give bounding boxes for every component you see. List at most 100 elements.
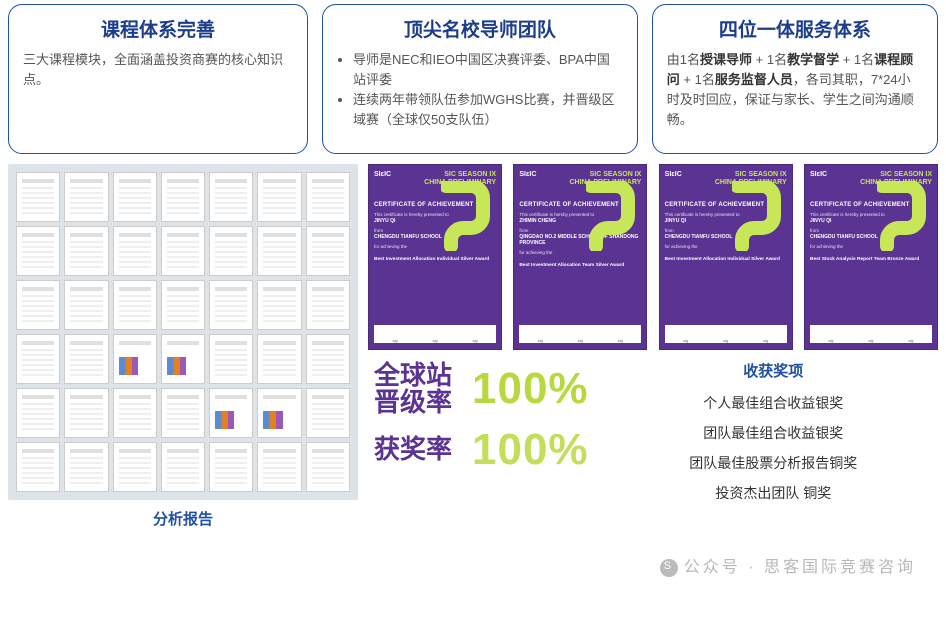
card-bullets: 导师是NEC和IEO中国区决赛评委、BPA中国站评委 连续两年带领队伍参加WGH… <box>337 50 623 131</box>
report-thumbnail <box>64 172 108 222</box>
cert-award: Best Investment Allocation Individual Si… <box>665 257 787 263</box>
reports-grid-wrap <box>8 164 358 500</box>
report-thumbnail <box>113 388 157 438</box>
cert-preface: This certificate is hereby presented to <box>665 212 787 217</box>
report-thumbnail <box>257 280 301 330</box>
cert-award: Best Investment Allocation Team Silver A… <box>519 263 641 269</box>
stat-advance-rate: 全球站 晋级率 100% <box>374 362 589 417</box>
awards-title: 收获奖项 <box>609 360 938 381</box>
award-item: 个人最佳组合收益银奖 <box>609 393 938 413</box>
cert-signatures: sigsigsig <box>666 338 786 345</box>
report-thumbnail <box>16 280 60 330</box>
report-thumbnail <box>64 334 108 384</box>
card-title: 顶尖名校导师团队 <box>337 15 623 42</box>
feature-cards-row: 课程体系完善 三大课程模块，全面涵盖投资商赛的核心知识点。 顶尖名校导师团队 导… <box>0 0 946 154</box>
report-thumbnail <box>257 226 301 276</box>
award-item: 团队最佳组合收益银奖 <box>609 423 938 443</box>
report-thumbnail <box>16 226 60 276</box>
reports-grid <box>16 172 350 492</box>
report-thumbnail <box>306 172 350 222</box>
card-curriculum: 课程体系完善 三大课程模块，全面涵盖投资商赛的核心知识点。 <box>8 4 308 154</box>
report-thumbnail <box>257 442 301 492</box>
report-thumbnail <box>306 442 350 492</box>
stat-value: 100% <box>472 425 589 475</box>
stats-left: 全球站 晋级率 100% 获奖率 100% <box>374 362 589 475</box>
certificate: SIɛICSIC SEASON IXCHINA PRELIMINARYCERTI… <box>368 164 502 350</box>
report-thumbnail <box>64 388 108 438</box>
report-thumbnail <box>16 334 60 384</box>
stat-value: 100% <box>472 364 589 414</box>
cert-preface: This certificate is hereby presented to <box>374 212 496 217</box>
report-thumbnail <box>113 334 157 384</box>
cert-preface: This certificate is hereby presented to <box>519 212 641 217</box>
cert-signatures: sigsigsig <box>520 338 640 345</box>
report-thumbnail <box>113 172 157 222</box>
cert-signatures: sigsigsig <box>375 338 495 345</box>
reports-column: 分析报告 <box>8 164 358 529</box>
card-service: 四位一体服务体系 由1名授课导师 + 1名教学督学 + 1名课程顾问 + 1名服… <box>652 4 938 154</box>
cert-award: Best Stock Analysis Report Team Bronze A… <box>810 257 932 263</box>
cert-achieving: for achieving the <box>665 244 787 249</box>
report-thumbnail <box>64 226 108 276</box>
report-thumbnail <box>16 388 60 438</box>
awards-column: 收获奖项 个人最佳组合收益银奖 团队最佳组合收益银奖 团队最佳股票分析报告铜奖 … <box>609 362 938 513</box>
cert-from: from <box>810 228 932 233</box>
report-thumbnail <box>16 172 60 222</box>
report-thumbnail <box>161 334 205 384</box>
card-title: 课程体系完善 <box>23 15 293 42</box>
cert-logo: SIɛIC <box>665 171 682 186</box>
award-item: 投资杰出团队 铜奖 <box>609 483 938 503</box>
watermark: 公众号 · 思客国际竞赛咨询 <box>660 553 916 577</box>
cert-logo: SIɛIC <box>519 171 536 186</box>
report-thumbnail <box>161 388 205 438</box>
report-thumbnail <box>209 388 253 438</box>
card-body-rich: 由1名授课导师 + 1名教学督学 + 1名课程顾问 + 1名服务监督人员，各司其… <box>667 50 923 131</box>
report-thumbnail <box>306 226 350 276</box>
report-thumbnail <box>113 226 157 276</box>
bullet-item: 导师是NEC和IEO中国区决赛评委、BPA中国站评委 <box>353 50 623 90</box>
report-thumbnail <box>306 334 350 384</box>
report-thumbnail <box>64 442 108 492</box>
watermark-icon <box>660 559 678 577</box>
cert-from: from <box>374 228 496 233</box>
award-item: 团队最佳股票分析报告铜奖 <box>609 453 938 473</box>
card-title: 四位一体服务体系 <box>667 15 923 42</box>
report-thumbnail <box>161 442 205 492</box>
cert-from: from <box>519 228 641 233</box>
report-thumbnail <box>161 280 205 330</box>
stat-label: 获奖率 <box>374 436 452 463</box>
certificate: SIɛICSIC SEASON IXCHINA PRELIMINARYCERTI… <box>659 164 793 350</box>
report-thumbnail <box>161 172 205 222</box>
report-thumbnail <box>257 334 301 384</box>
achievements-column: SIɛICSIC SEASON IXCHINA PRELIMINARYCERTI… <box>368 164 938 529</box>
report-thumbnail <box>209 172 253 222</box>
report-thumbnail <box>113 280 157 330</box>
certificates-row: SIɛICSIC SEASON IXCHINA PRELIMINARYCERTI… <box>368 164 938 350</box>
cert-achieving: for achieving the <box>519 250 641 255</box>
card-mentors: 顶尖名校导师团队 导师是NEC和IEO中国区决赛评委、BPA中国站评委 连续两年… <box>322 4 638 154</box>
bullet-item: 连续两年带领队伍参加WGHS比赛，并晋级区域赛（全球仅50支队伍） <box>353 90 623 130</box>
cert-preface: This certificate is hereby presented to <box>810 212 932 217</box>
certificate: SIɛICSIC SEASON IXCHINA PRELIMINARYCERTI… <box>804 164 938 350</box>
report-thumbnail <box>16 442 60 492</box>
report-thumbnail <box>161 226 205 276</box>
cert-achieving: for achieving the <box>374 244 496 249</box>
cert-logo: SIɛIC <box>374 171 391 186</box>
report-thumbnail <box>306 388 350 438</box>
certificate: SIɛICSIC SEASON IXCHINA PRELIMINARYCERTI… <box>513 164 647 350</box>
cert-achieving: for achieving the <box>810 244 932 249</box>
report-thumbnail <box>209 280 253 330</box>
report-thumbnail <box>306 280 350 330</box>
report-thumbnail <box>209 334 253 384</box>
report-thumbnail <box>209 226 253 276</box>
lower-region: 分析报告 SIɛICSIC SEASON IXCHINA PRELIMINARY… <box>0 154 946 529</box>
report-thumbnail <box>257 388 301 438</box>
card-body: 三大课程模块，全面涵盖投资商赛的核心知识点。 <box>23 50 293 90</box>
reports-label: 分析报告 <box>8 508 358 529</box>
report-thumbnail <box>113 442 157 492</box>
cert-award: Best Investment Allocation Individual Si… <box>374 257 496 263</box>
cert-signatures: sigsigsig <box>811 338 931 345</box>
report-thumbnail <box>257 172 301 222</box>
report-thumbnail <box>64 280 108 330</box>
report-thumbnail <box>209 442 253 492</box>
